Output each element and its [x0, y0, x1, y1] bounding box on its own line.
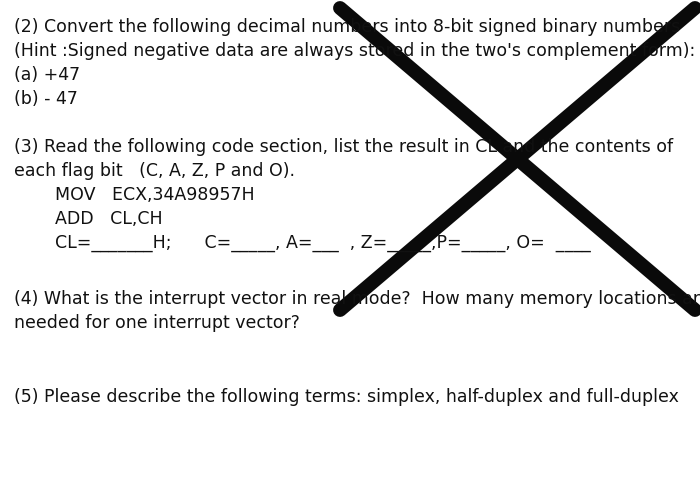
Text: ADD   CL,CH: ADD CL,CH [55, 210, 162, 228]
Text: (b) - 47: (b) - 47 [14, 90, 78, 108]
Text: (3) Read the following code section, list the result in CL and the contents of: (3) Read the following code section, lis… [14, 138, 673, 156]
Text: (a) +47: (a) +47 [14, 66, 80, 84]
Text: MOV   ECX,34A98957H: MOV ECX,34A98957H [55, 186, 255, 204]
Text: needed for one interrupt vector?: needed for one interrupt vector? [14, 314, 300, 332]
Text: (Hint :Signed negative data are always stored in the two's complement form):: (Hint :Signed negative data are always s… [14, 42, 695, 60]
Text: (4) What is the interrupt vector in real mode?  How many memory locations are: (4) What is the interrupt vector in real… [14, 290, 700, 308]
Text: (2) Convert the following decimal numbers into 8-bit signed binary numbers: (2) Convert the following decimal number… [14, 18, 680, 36]
Text: CL=_______H;      C=_____, A=___  , Z=_____,P=_____, O=  ____: CL=_______H; C=_____, A=___ , Z=_____,P=… [55, 234, 591, 252]
Text: (5) Please describe the following terms: simplex, half-duplex and full-duplex: (5) Please describe the following terms:… [14, 388, 679, 406]
Text: each flag bit   (C, A, Z, P and O).: each flag bit (C, A, Z, P and O). [14, 162, 295, 180]
